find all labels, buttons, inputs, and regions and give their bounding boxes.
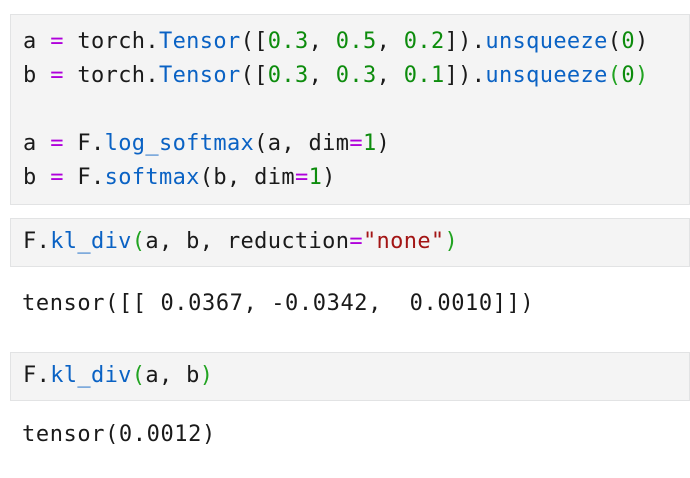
code-block-kl-div-default: F.kl_div(a, b) [10,352,690,401]
code-token: 0 [621,29,635,54]
code-token: = [50,63,64,88]
code-token: a [23,29,51,54]
code-token: ( [607,63,622,88]
code-token: kl_div [50,363,132,388]
code-token: 0.3 [335,63,377,88]
code-token: , [376,29,404,54]
code-token: ]). [444,63,486,88]
code-token: ) [376,131,391,156]
code-token: , [308,29,336,54]
code-token: = [50,165,64,190]
code-token: (a, dim [254,131,350,156]
code-token: 1 [362,131,377,156]
code-token: = [294,165,309,190]
code-token: log_softmax [104,131,255,156]
code-line: b = F.softmax(b, dim=1) [23,161,677,195]
code-token: F. [63,165,105,190]
code-token: (b, dim [199,165,295,190]
code-token: b [23,165,51,190]
article-body: a = torch.Tensor([0.3, 0.5, 0.2]).unsque… [0,14,690,452]
code-token: a [23,131,51,156]
code-token: ) [634,29,649,54]
code-token: b [23,63,51,88]
code-token: ) [444,229,459,254]
code-block-kl-div-none: F.kl_div(a, b, reduction="none") [10,218,690,267]
code-token: ) [199,363,214,388]
code-token: ( [131,229,146,254]
code-token: = [349,131,363,156]
code-token: , [308,63,336,88]
code-token: ) [634,63,649,88]
code-line: F.kl_div(a, b) [23,359,677,393]
code-token: torch. [63,63,159,88]
code-token: unsqueeze [485,29,608,54]
code-token: = [349,229,363,254]
code-token: "none" [362,229,445,254]
code-token: 0.5 [335,29,377,54]
code-token: 0.2 [403,29,445,54]
code-token: a, b, reduction [145,229,350,254]
code-token: ) [322,165,336,190]
code-token: unsqueeze [485,63,608,88]
code-token: ]). [444,29,486,54]
code-line [23,93,677,127]
code-line: a = torch.Tensor([0.3, 0.5, 0.2]).unsque… [23,25,677,59]
code-token: F. [63,131,105,156]
code-token: 1 [308,165,323,190]
code-token: F. [23,229,51,254]
code-token: F. [23,363,51,388]
code-token: kl_div [50,229,132,254]
output-kl-div-none: tensor([[ 0.0367, -0.0342, 0.0010]]) [22,291,535,316]
code-token: 0.1 [403,63,445,88]
code-token: 0 [621,63,635,88]
output-kl-div-default: tensor(0.0012) [22,422,216,447]
code-token: = [50,131,64,156]
code-line: F.kl_div(a, b, reduction="none") [23,225,677,259]
code-token: ( [607,29,622,54]
code-token: 0.3 [267,63,309,88]
code-token: 0.3 [267,29,309,54]
code-token: torch. [63,29,159,54]
code-token: ([ [240,63,268,88]
code-block-setup: a = torch.Tensor([0.3, 0.5, 0.2]).unsque… [10,14,690,205]
code-token: Tensor [158,29,241,54]
code-token: Tensor [158,63,241,88]
code-token: = [50,29,64,54]
code-token: softmax [104,165,200,190]
code-token: ([ [240,29,268,54]
code-token: , [376,63,404,88]
code-line: a = F.log_softmax(a, dim=1) [23,127,677,161]
code-line: b = torch.Tensor([0.3, 0.3, 0.1]).unsque… [23,59,677,93]
code-token: a, b [145,363,200,388]
code-token: ( [131,363,146,388]
